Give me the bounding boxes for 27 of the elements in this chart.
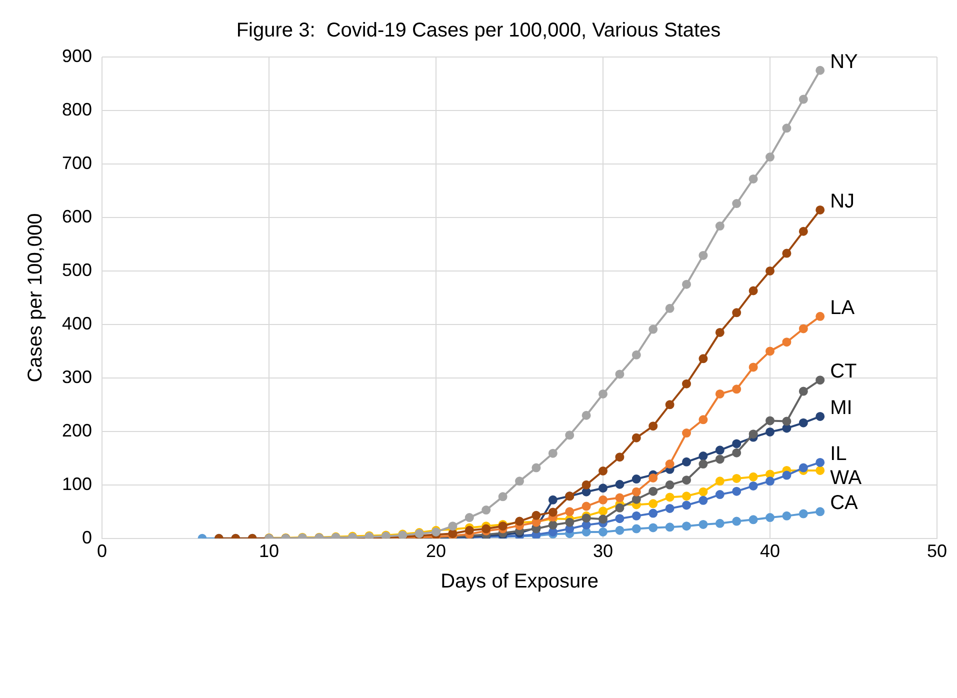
y-tick-label: 300 bbox=[62, 366, 92, 387]
y-tick-label: 700 bbox=[62, 152, 92, 173]
y-tick-label: 200 bbox=[62, 420, 92, 440]
y-tick-label: 800 bbox=[62, 99, 92, 120]
y-tick-label: 900 bbox=[62, 46, 92, 66]
x-axis-title: Days of Exposure bbox=[440, 570, 598, 593]
y-tick-label: 600 bbox=[62, 206, 92, 226]
series-label: CT bbox=[830, 360, 857, 383]
x-tick-label: 20 bbox=[426, 541, 446, 562]
chart-title: Figure 3: Covid-19 Cases per 100,000, Various States bbox=[236, 20, 721, 42]
x-tick-label: 50 bbox=[926, 541, 948, 562]
y-tick-label: 400 bbox=[62, 313, 92, 334]
series-label: NJ bbox=[830, 190, 855, 212]
y-tick-label: 0 bbox=[82, 527, 92, 548]
series-label: MI bbox=[830, 396, 852, 419]
x-tick-label: 10 bbox=[259, 541, 280, 562]
x-tick-label: 40 bbox=[760, 541, 780, 562]
x-tick-label: 30 bbox=[592, 541, 614, 562]
series-label: LA bbox=[830, 296, 856, 319]
series-label: WA bbox=[830, 466, 862, 489]
series-label: NY bbox=[830, 50, 858, 73]
y-axis-title: Cases per 100,000 bbox=[24, 213, 47, 382]
y-tick-label: 500 bbox=[62, 260, 92, 280]
y-tick-label: 100 bbox=[62, 474, 92, 494]
series-label: IL bbox=[830, 442, 847, 465]
series-label: CA bbox=[830, 492, 859, 514]
x-tick-label: 0 bbox=[97, 541, 108, 562]
